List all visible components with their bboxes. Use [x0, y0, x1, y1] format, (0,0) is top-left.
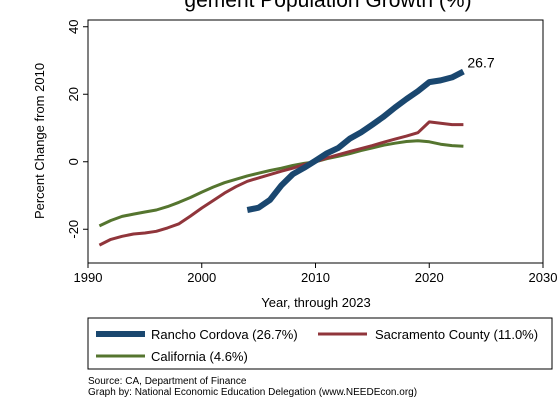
y-tick-label: 20 — [66, 87, 81, 101]
y-tick-label: -20 — [66, 220, 81, 239]
series-line-california — [98, 139, 464, 228]
series-line-sacramento-county — [98, 120, 464, 247]
legend-label-california: California (4.6%) — [151, 349, 248, 364]
legend-box — [87, 317, 553, 370]
plot-area — [87, 19, 544, 264]
x-tick-label: 2010 — [301, 270, 330, 285]
x-tick-label: 2000 — [187, 270, 216, 285]
x-tick-label: 2020 — [415, 270, 444, 285]
credit-note: Graph by: National Economic Education De… — [88, 387, 417, 398]
y-axis-title: Percent Change from 2010 — [32, 63, 47, 219]
legend-label-sacramento-county: Sacramento County (11.0%) — [375, 327, 538, 342]
x-tick-label: 1990 — [74, 270, 103, 285]
x-axis-title: Year, through 2023 — [261, 295, 370, 310]
legend-label-rancho-cordova: Rancho Cordova (26.7%) — [151, 327, 298, 342]
source-note: Source: CA, Department of Finance — [88, 376, 247, 387]
x-axis: 1990 2000 2010 2020 2030 — [74, 263, 557, 285]
series-line-rancho-cordova — [246, 68, 465, 213]
end-value-label: 26.7 — [467, 55, 494, 71]
y-tick-label: 40 — [66, 20, 81, 34]
x-tick-label: 2030 — [529, 270, 557, 285]
y-tick-label: 0 — [66, 158, 81, 165]
legend: Rancho Cordova (26.7%) Sacramento County … — [87, 317, 553, 370]
y-axis: -20 0 20 40 — [66, 20, 88, 239]
chart-title: gement Population Growth (%) — [184, 0, 471, 12]
series-layer — [98, 68, 465, 247]
